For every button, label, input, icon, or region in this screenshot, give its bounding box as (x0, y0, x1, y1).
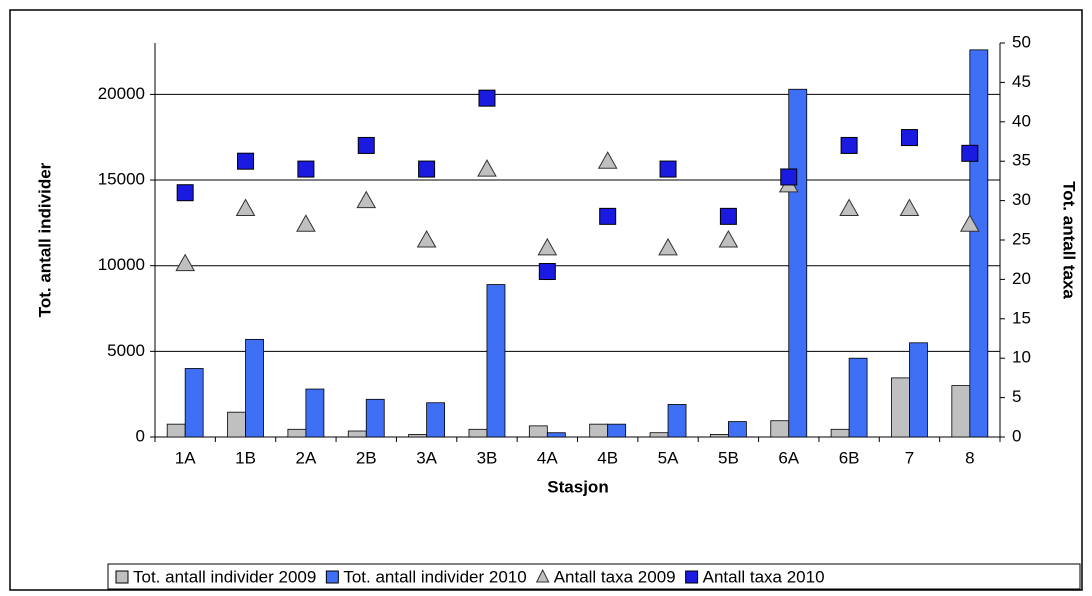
triangle-marker (235, 198, 256, 216)
bar (770, 420, 790, 438)
square-marker (780, 168, 798, 186)
y-tick-label: 5000 (107, 341, 145, 360)
y-tick-label: 20000 (98, 84, 145, 103)
x-tick-label: 5A (658, 448, 679, 467)
bar (166, 423, 186, 438)
bar (649, 432, 669, 438)
bar (305, 388, 325, 438)
triangle-marker (959, 214, 980, 232)
y-tick-label: 10000 (98, 255, 145, 274)
bar (528, 425, 548, 438)
x-tick-label: 3B (477, 448, 498, 467)
chart-border (9, 9, 1083, 591)
y2-tick-label: 20 (1012, 269, 1031, 288)
square-marker (237, 152, 255, 170)
triangle-marker (899, 198, 920, 216)
x-tick-label: 6B (839, 448, 860, 467)
x-tick-label: 6A (778, 448, 799, 467)
bar (486, 284, 506, 438)
x-tick-label: 1A (175, 448, 196, 467)
y2-tick-label: 25 (1012, 229, 1031, 248)
x-axis-label: Stasjon (547, 477, 608, 496)
triangle-marker (658, 237, 678, 256)
square-marker (659, 160, 677, 178)
bar (788, 88, 808, 438)
bar (245, 338, 264, 438)
bar (184, 368, 204, 438)
triangle-marker (296, 214, 316, 232)
y2-axis-label: Tot. antall taxa (1060, 181, 1079, 299)
bar (727, 421, 747, 438)
square-marker (418, 160, 436, 178)
square-marker (900, 129, 918, 147)
legend-swatch (325, 570, 339, 584)
bar (607, 423, 627, 438)
x-tick-label: 3A (416, 448, 437, 467)
legend-label: Antall taxa 2009 (554, 567, 676, 586)
legend-label: Tot. antall individer 2009 (133, 567, 316, 586)
triangle-marker (416, 229, 437, 248)
bar (951, 385, 971, 438)
x-tick-label: 4B (597, 448, 618, 467)
triangle-marker (718, 229, 739, 248)
y2-tick-label: 5 (1012, 387, 1021, 406)
y2-tick-label: 35 (1012, 151, 1031, 170)
square-marker (961, 144, 979, 162)
legend-label: Tot. antall individer 2010 (343, 567, 526, 586)
y-tick-label: 15000 (98, 170, 145, 189)
triangle-marker (537, 237, 558, 256)
bar (426, 402, 446, 438)
bar (589, 423, 609, 438)
bar (667, 404, 687, 438)
y-tick-label: 0 (136, 426, 145, 445)
bar (709, 434, 729, 438)
legend-swatch (115, 570, 129, 584)
square-marker (357, 136, 375, 154)
legend-box (107, 563, 1081, 590)
triangle-marker (597, 151, 618, 169)
x-tick-label: 2B (356, 448, 377, 467)
bar (287, 428, 307, 438)
square-marker (538, 263, 556, 281)
y2-tick-label: 40 (1012, 111, 1031, 130)
triangle-marker (175, 253, 196, 272)
y2-tick-label: 30 (1012, 190, 1031, 209)
bar (848, 357, 868, 438)
legend-swatch (685, 570, 699, 584)
square-marker (599, 207, 617, 225)
bar (408, 434, 428, 438)
triangle-marker (477, 159, 497, 177)
bar (969, 49, 989, 438)
bar (227, 411, 246, 438)
bar (468, 428, 488, 438)
bar (891, 377, 910, 438)
x-tick-label: 7 (905, 448, 914, 467)
x-tick-label: 4A (537, 448, 558, 467)
bar (347, 430, 367, 438)
y-axis-label: Tot. antall individer (35, 162, 54, 317)
legend-label: Antall taxa 2010 (703, 567, 825, 586)
x-tick-label: 1B (235, 448, 256, 467)
bar (365, 398, 385, 438)
square-marker (176, 184, 194, 202)
bar (546, 432, 566, 438)
square-marker (478, 89, 496, 107)
y2-tick-label: 50 (1012, 32, 1031, 51)
bar (830, 428, 850, 438)
y2-tick-label: 45 (1012, 72, 1031, 91)
square-marker (719, 207, 737, 225)
triangle-marker (839, 198, 859, 216)
y2-tick-label: 15 (1012, 308, 1031, 327)
bar (909, 342, 928, 438)
x-tick-label: 8 (965, 448, 974, 467)
y2-tick-label: 0 (1012, 426, 1021, 445)
legend-swatch (535, 568, 550, 583)
triangle-marker (356, 190, 377, 209)
x-tick-label: 5B (718, 448, 739, 467)
square-marker (840, 136, 858, 154)
square-marker (297, 160, 315, 178)
x-tick-label: 2A (295, 448, 316, 467)
y2-tick-label: 10 (1012, 348, 1031, 367)
